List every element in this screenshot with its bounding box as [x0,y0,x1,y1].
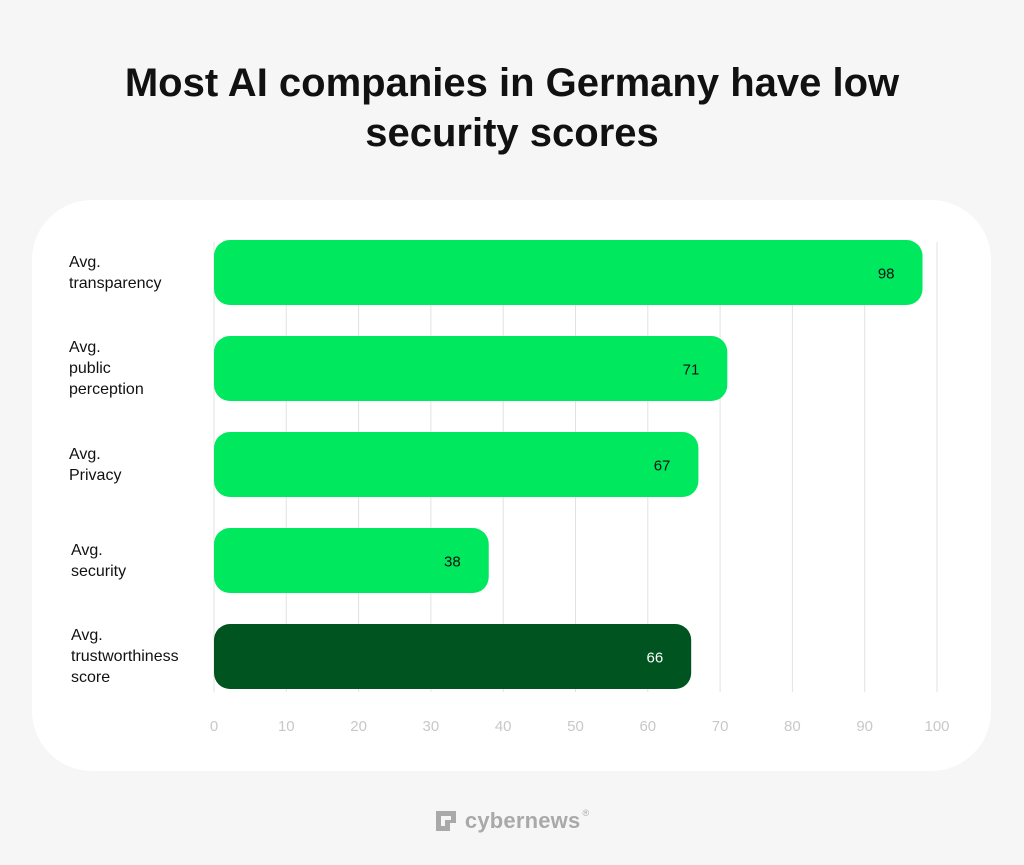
category-label: Avg. trustworthiness score [71,625,211,688]
bar-value-label: 66 [646,650,663,667]
bar-value-label: 38 [444,554,461,571]
bar-value-label: 98 [878,266,895,283]
bar [214,624,692,689]
bar-value-label: 67 [654,458,671,475]
x-tick-label: 50 [567,718,584,735]
x-tick-label: 40 [495,718,512,735]
x-tick-label: 60 [639,718,656,735]
bar [214,336,728,401]
x-tick-label: 70 [712,718,729,735]
category-label: Avg. Privacy [69,444,209,486]
category-label: Avg. transparency [69,252,209,294]
bar [214,240,923,305]
chart-title-line-2: security scores [365,111,659,155]
bar [214,432,699,497]
category-label-line: Avg. [69,339,101,356]
category-label-line: Avg. [69,445,101,463]
brand-name: cybernews [464,808,581,833]
x-tick-label: 20 [350,718,367,735]
category-label-line: public [69,360,111,377]
category-label-line: score [71,669,111,686]
category-label: Avg. public perception [69,337,209,400]
category-label-line: Avg. [71,541,103,559]
x-tick-label: 80 [784,718,801,735]
x-tick-label: 10 [278,718,295,735]
cybernews-logo-icon [435,811,456,831]
brand-footer: cybernews ® [0,808,1024,834]
bar-value-label: 71 [683,362,700,379]
x-tick-label: 0 [210,718,218,735]
x-tick-label: 100 [924,718,949,735]
chart-title-line-1: Most AI companies in Germany have low [124,61,900,105]
bar-chart: 0 10 20 30 40 50 60 70 80 90 100 98 71 67 38 66 [210,240,950,735]
category-label-line: trustworthiness [71,648,179,665]
category-label-line: Privacy [69,466,122,484]
category-label-line: Avg. [69,253,101,271]
category-label: Avg. security [71,540,211,582]
chart-card: 0 10 20 30 40 50 60 70 80 90 100 98 71 67 38 66 Avg. tra… [32,200,991,771]
category-label-line: security [71,562,127,580]
category-label-line: perception [69,381,144,398]
x-tick-label: 30 [423,718,440,735]
category-label-line: transparency [69,274,162,292]
bar [214,528,489,593]
category-label-line: Avg. [71,627,103,644]
chart-title: Most AI companies in Germany have low se… [0,58,1024,158]
x-tick-label: 90 [856,718,873,735]
brand-registered-mark: ® [582,808,590,818]
